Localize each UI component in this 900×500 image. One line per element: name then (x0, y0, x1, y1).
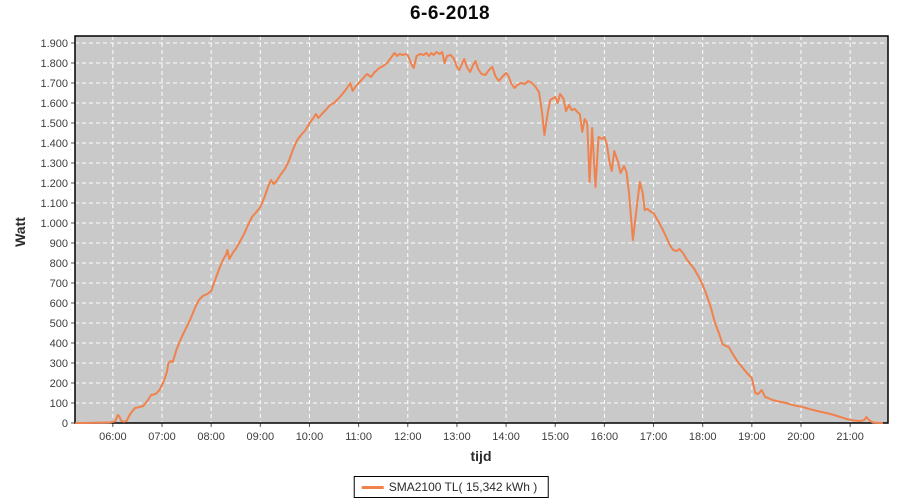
y-tick-label: 1.700 (40, 78, 68, 90)
y-tick-label: 500 (50, 318, 68, 330)
series-line (75, 51, 884, 424)
x-tick-label: 09:00 (247, 431, 275, 443)
y-tick-label: 1.300 (40, 158, 68, 170)
x-tick-label: 08:00 (197, 431, 225, 443)
y-tick-label: 900 (50, 238, 68, 250)
y-tick-label: 1.100 (40, 198, 68, 210)
x-tick-label: 06:00 (99, 431, 127, 443)
y-tick-label: 300 (50, 358, 68, 370)
x-tick-label: 13:00 (443, 431, 471, 443)
plot-background (75, 36, 888, 423)
x-tick-label: 10:00 (296, 431, 324, 443)
x-tick-label: 19:00 (738, 431, 766, 443)
x-tick-label: 15:00 (541, 431, 569, 443)
y-tick-label: 600 (50, 298, 68, 310)
y-axis-title: Watt (12, 217, 28, 247)
y-tick-label: 1.500 (40, 118, 68, 130)
x-tick-label: 16:00 (591, 431, 619, 443)
x-tick-label: 18:00 (689, 431, 717, 443)
plot-border (74, 35, 889, 424)
y-tick-label: 1.200 (40, 178, 68, 190)
y-tick-label: 700 (50, 278, 68, 290)
chart-title: 6-6-2018 (409, 3, 491, 24)
x-tick-label: 17:00 (640, 431, 668, 443)
x-tick-label: 14:00 (492, 431, 520, 443)
x-tick-label: 11:00 (345, 431, 372, 443)
y-tick-label: 0 (62, 418, 68, 430)
y-tick-label: 800 (50, 258, 68, 270)
y-tick-label: 1.800 (40, 58, 68, 70)
legend-line-swatch (361, 485, 384, 489)
y-tick-label: 400 (50, 338, 68, 350)
legend: SMA2100 TL( 15,342 kWh ) (353, 476, 549, 498)
y-tick-label: 1.000 (40, 218, 68, 230)
x-axis-title: tijd (470, 448, 492, 464)
y-tick-label: 1.400 (40, 138, 68, 150)
y-tick-label: 1.600 (40, 98, 68, 110)
x-tick-label: 20:00 (787, 431, 815, 443)
y-tick-label: 200 (50, 378, 68, 390)
x-tick-label: 07:00 (148, 431, 176, 443)
x-tick-label: 21:00 (836, 431, 864, 443)
legend-label: SMA2100 TL( 15,342 kWh ) (388, 480, 538, 494)
x-tick-label: 12:00 (394, 431, 422, 443)
y-tick-label: 1.900 (40, 38, 68, 50)
y-tick-label: 100 (50, 398, 68, 410)
